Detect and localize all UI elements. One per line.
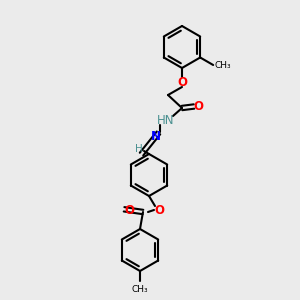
Text: N: N (151, 130, 161, 142)
Text: HN: HN (157, 115, 175, 128)
Text: O: O (177, 76, 187, 88)
Text: O: O (124, 203, 134, 217)
Text: CH₃: CH₃ (214, 61, 231, 70)
Text: H: H (135, 144, 143, 154)
Text: O: O (154, 203, 164, 217)
Text: O: O (193, 100, 203, 112)
Text: CH₃: CH₃ (132, 285, 148, 294)
